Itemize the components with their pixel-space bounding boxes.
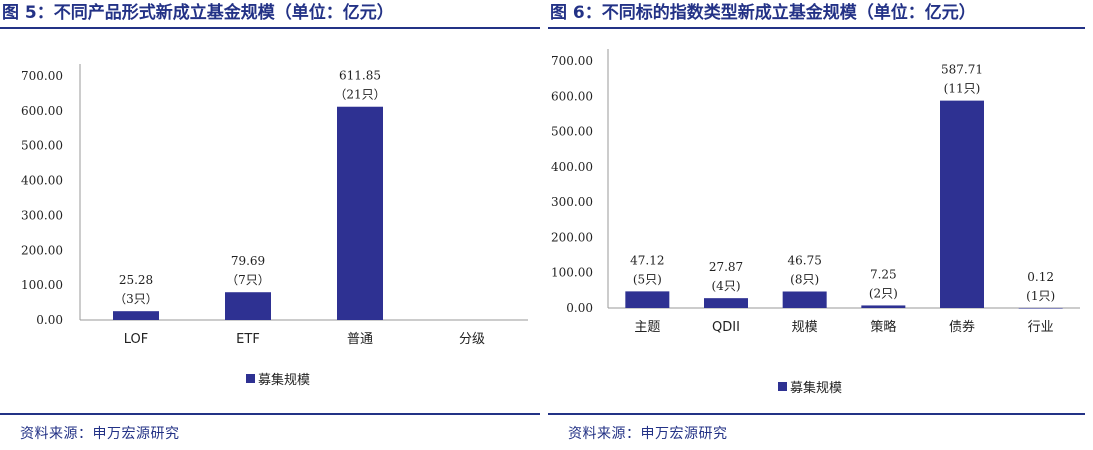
y-tick-label: 100.00 bbox=[551, 266, 593, 280]
data-label-value: 611.85 bbox=[339, 69, 381, 83]
y-tick-label: 300.00 bbox=[551, 195, 593, 209]
data-label-count: (5只) bbox=[633, 272, 662, 286]
source-note: 资料来源：申万宏源研究 bbox=[568, 426, 728, 442]
y-tick-label: 300.00 bbox=[21, 208, 63, 222]
data-label-count: (11只) bbox=[944, 82, 981, 96]
figure-title: 图 5：不同产品形式新成立基金规模（单位：亿元） bbox=[2, 3, 394, 23]
y-tick-label: 200.00 bbox=[21, 243, 63, 257]
data-label-count: (4只) bbox=[712, 279, 741, 293]
bar bbox=[225, 292, 271, 320]
data-label-value: 25.28 bbox=[119, 273, 153, 287]
category-label: LOF bbox=[124, 332, 149, 347]
data-label-value: 79.69 bbox=[231, 254, 265, 268]
category-label: 债券 bbox=[949, 319, 975, 335]
bar-chart-index-type: 0.00 100.00 200.00 300.00 400.00 500.00 600.00… bbox=[551, 49, 1080, 335]
title-rule bbox=[548, 27, 1085, 29]
data-label-value: 46.75 bbox=[787, 254, 821, 268]
figure-title: 图 6：不同标的指数类型新成立基金规模（单位：亿元） bbox=[550, 3, 976, 23]
y-tick-label: 500.00 bbox=[551, 125, 593, 139]
category-label: QDII bbox=[712, 320, 740, 335]
y-tick-label: 600.00 bbox=[551, 89, 593, 103]
y-tick-label: 0.00 bbox=[566, 301, 593, 315]
bar bbox=[861, 305, 906, 308]
legend-swatch bbox=[246, 374, 255, 383]
category-label: 规模 bbox=[792, 320, 818, 335]
figure-6-panel: 图 6：不同标的指数类型新成立基金规模（单位：亿元） 0.00 100.00 200… bbox=[548, 0, 1093, 450]
data-label-count: (2只) bbox=[869, 286, 898, 300]
title-rule bbox=[0, 27, 540, 29]
data-label-count: (8只) bbox=[790, 273, 819, 287]
y-tick-label: 700.00 bbox=[21, 69, 63, 83]
legend: 募集规模 bbox=[246, 369, 310, 388]
data-label-count: （7只） bbox=[226, 273, 270, 287]
y-tick-label: 600.00 bbox=[21, 104, 63, 118]
bar-chart-product-form: 0.00 100.00 200.00 300.00 400.00 500.00 600.00… bbox=[21, 64, 528, 347]
legend-label: 募集规模 bbox=[258, 373, 311, 388]
figure-5-panel: 图 5：不同产品形式新成立基金规模（单位：亿元） 0.00 100.00 200.0… bbox=[0, 0, 540, 450]
y-tick-label: 0.00 bbox=[36, 313, 63, 327]
bar bbox=[940, 100, 984, 308]
data-label-value: 7.25 bbox=[870, 267, 897, 281]
y-tick-label: 500.00 bbox=[21, 139, 63, 153]
category-label: 主题 bbox=[634, 320, 660, 335]
legend: 募集规模 bbox=[778, 377, 842, 396]
category-label: 分级 bbox=[459, 332, 485, 347]
y-tick-label: 200.00 bbox=[551, 230, 593, 244]
bar bbox=[625, 291, 670, 308]
data-label-value: 27.87 bbox=[709, 260, 743, 274]
bar bbox=[113, 311, 159, 320]
legend-label: 募集规模 bbox=[790, 381, 843, 396]
data-label-count: (1只) bbox=[1026, 289, 1055, 303]
data-label-value: 0.12 bbox=[1027, 270, 1054, 284]
data-label-value: 587.71 bbox=[941, 63, 983, 77]
data-label-count: （21只） bbox=[334, 88, 385, 102]
legend-swatch bbox=[778, 382, 787, 391]
bar bbox=[1018, 307, 1063, 309]
data-label-count: （3只） bbox=[114, 292, 158, 306]
y-tick-label: 100.00 bbox=[21, 278, 63, 292]
source-rule bbox=[0, 413, 540, 415]
y-tick-label: 400.00 bbox=[551, 160, 593, 174]
category-label: ETF bbox=[236, 332, 260, 347]
y-tick-label: 700.00 bbox=[551, 54, 593, 68]
bar bbox=[782, 291, 827, 308]
category-label: 策略 bbox=[870, 319, 896, 335]
y-tick-label: 400.00 bbox=[21, 174, 63, 188]
category-label: 普通 bbox=[347, 332, 373, 347]
category-label: 行业 bbox=[1028, 320, 1054, 335]
data-label-value: 47.12 bbox=[630, 253, 664, 267]
source-note: 资料来源：申万宏源研究 bbox=[20, 426, 180, 442]
source-rule bbox=[548, 413, 1085, 415]
bar bbox=[337, 106, 383, 321]
bar bbox=[704, 298, 748, 308]
